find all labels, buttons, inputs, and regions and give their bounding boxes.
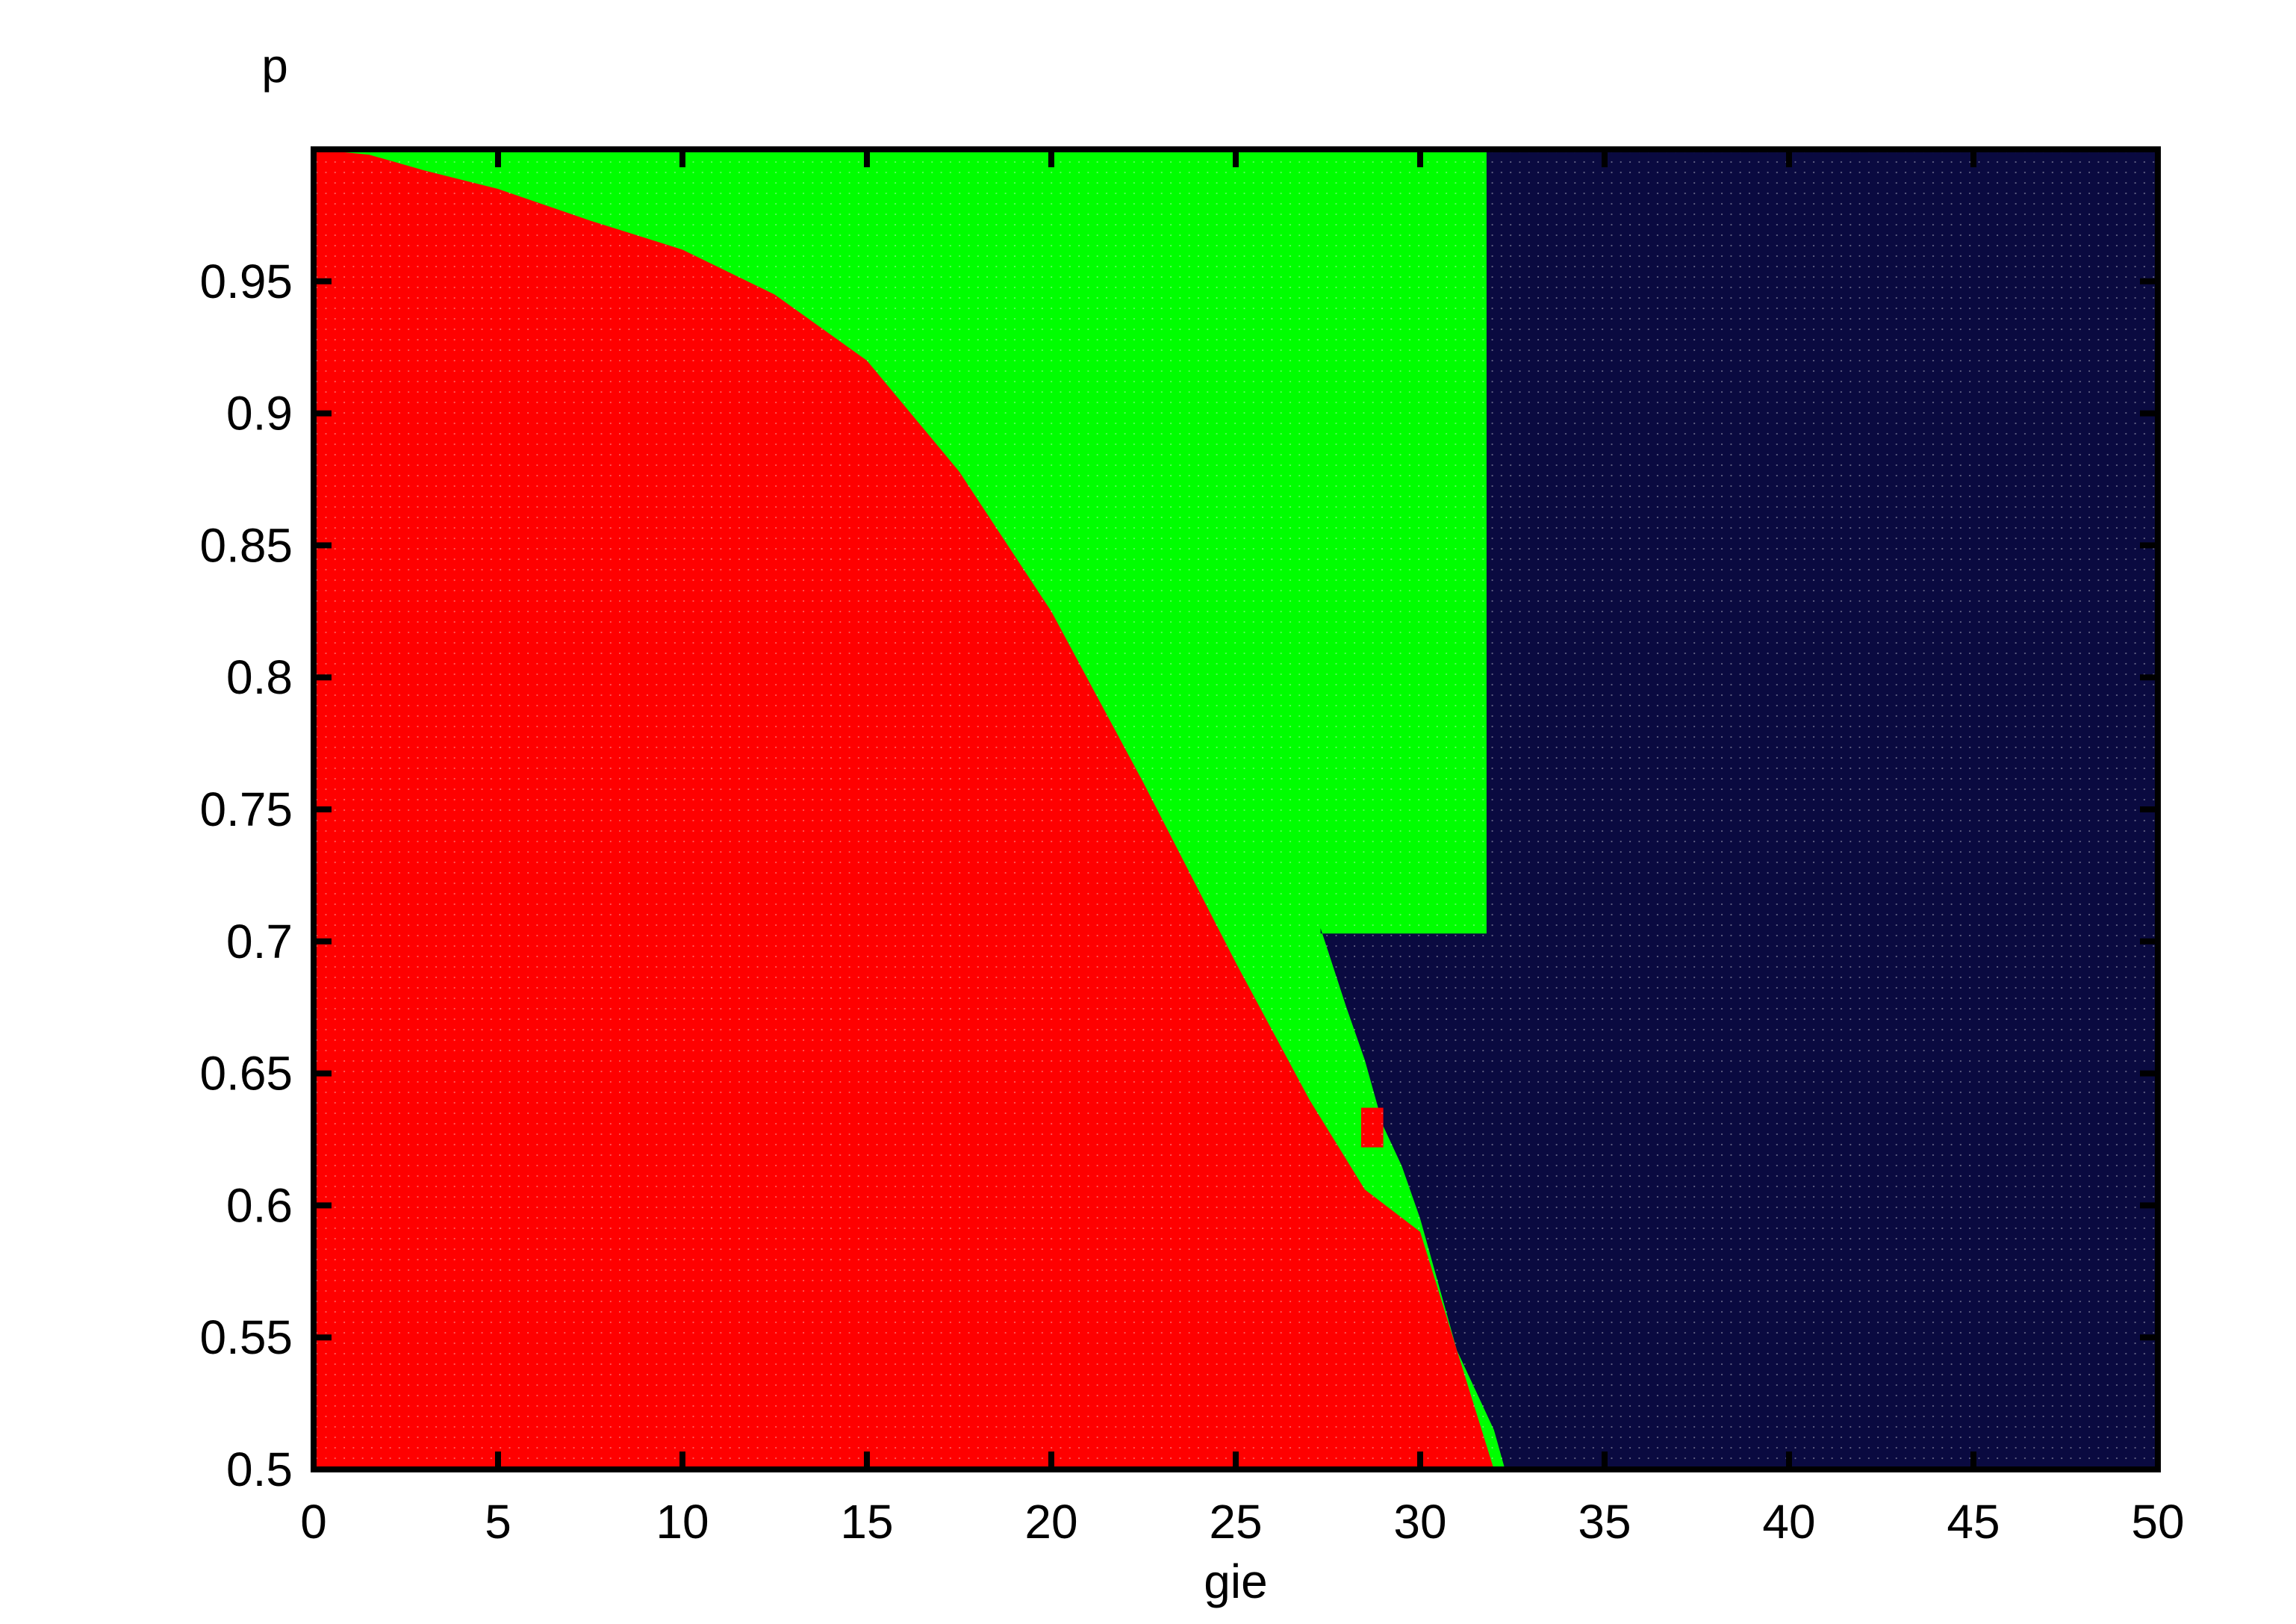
- plot-regions: [314, 149, 2158, 1469]
- y-tick-label: 0.9: [226, 387, 293, 441]
- x-tick-label: 50: [2131, 1495, 2184, 1549]
- x-axis-ticks: 0 5 10 15 20 25 30 35 40 45 50: [300, 149, 2185, 1549]
- dot-texture: [314, 149, 2158, 1469]
- x-tick-label: 35: [1578, 1495, 1631, 1549]
- x-tick-label: 45: [1947, 1495, 2000, 1549]
- y-tick-label: 0.7: [226, 915, 293, 968]
- y-tick-label: 0.65: [199, 1047, 293, 1101]
- x-tick-label: 10: [656, 1495, 709, 1549]
- x-tick-label: 15: [840, 1495, 893, 1549]
- x-tick-label: 20: [1024, 1495, 1077, 1549]
- x-tick-label: 0: [300, 1495, 327, 1549]
- y-axis-label: p: [261, 39, 288, 93]
- y-tick-label: 0.75: [199, 783, 293, 836]
- y-tick-label: 0.8: [226, 650, 293, 704]
- y-tick-label: 0.95: [199, 255, 293, 308]
- y-axis-ticks: 0.5 0.55 0.6 0.65 0.7 0.75 0.8 0.85 0.9 0.95: [199, 255, 2158, 1496]
- x-tick-label: 5: [485, 1495, 511, 1549]
- x-tick-label: 40: [1762, 1495, 1815, 1549]
- x-axis-label: gie: [1204, 1555, 1267, 1608]
- y-tick-label: 0.6: [226, 1178, 293, 1232]
- x-tick-label: 30: [1393, 1495, 1446, 1549]
- x-tick-label: 25: [1209, 1495, 1262, 1549]
- y-tick-label: 0.5: [226, 1443, 293, 1496]
- y-tick-label: 0.85: [199, 518, 293, 572]
- y-tick-label: 0.55: [199, 1310, 293, 1364]
